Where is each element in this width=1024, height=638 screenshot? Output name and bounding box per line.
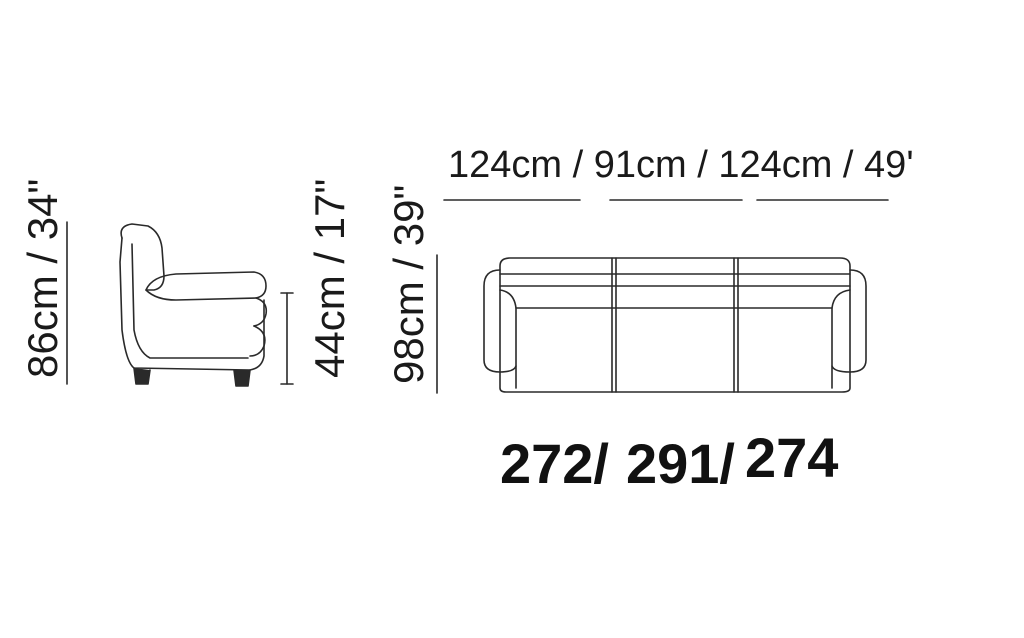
model-code-2: 291/ [626,432,735,495]
seat-height-label: 44cm / 17" [306,178,353,378]
sofa-side-view [119,223,268,387]
sofa-front-view [483,257,867,393]
widths-label: 124cm / 91cm / 124cm / 49' [448,144,914,186]
model-code-1: 272/ [500,432,609,495]
model-code-3: 274 [745,426,839,489]
depth-label: 98cm / 39" [385,184,432,384]
total-height-label: 86cm / 34" [19,178,66,378]
